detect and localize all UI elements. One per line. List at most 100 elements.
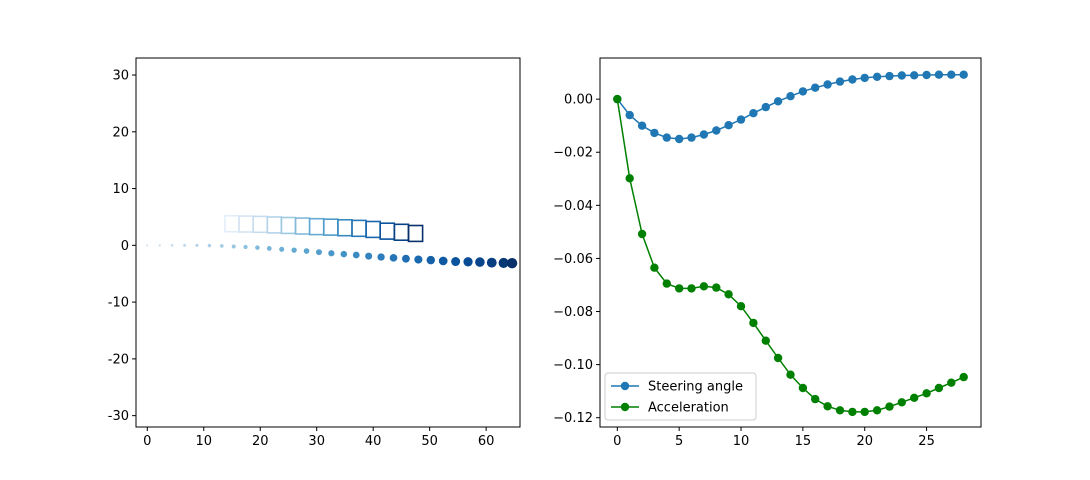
legend-frame bbox=[604, 372, 757, 421]
x-tick-label: 10 bbox=[195, 434, 212, 449]
series-point-1 bbox=[860, 407, 869, 417]
series-point-0 bbox=[835, 77, 845, 86]
trajectory-point bbox=[475, 257, 485, 267]
y-tick-label: 0.00 bbox=[564, 93, 593, 108]
series-point-0 bbox=[712, 126, 721, 135]
controls-plot: 0 5 10 15 20 25 0.00 −0.02 −0.04 −0.06 −0.08 −0.10 −… bbox=[553, 57, 982, 449]
legend-marker bbox=[620, 381, 630, 391]
series-point-0 bbox=[637, 121, 647, 130]
y-tick-label: 20 bbox=[112, 125, 129, 140]
series-point-1 bbox=[811, 394, 820, 404]
series-point-1 bbox=[712, 283, 721, 292]
series-point-1 bbox=[897, 398, 906, 407]
trajectory-point bbox=[389, 254, 398, 262]
y-tick-label: −0.10 bbox=[553, 358, 593, 373]
legend-marker bbox=[620, 402, 630, 412]
legend-label: Acceleration bbox=[648, 401, 729, 416]
series-point-0 bbox=[848, 75, 857, 84]
trajectory-point bbox=[498, 257, 509, 268]
trajectory-point bbox=[463, 257, 473, 267]
trajectory-point bbox=[316, 249, 322, 256]
x-tick-label: 15 bbox=[795, 434, 812, 449]
series-point-1 bbox=[662, 279, 671, 288]
series-point-1 bbox=[823, 402, 832, 411]
trajectory-point bbox=[451, 257, 461, 267]
series-point-1 bbox=[885, 402, 894, 411]
series-point-0 bbox=[699, 130, 709, 139]
trajectory-point bbox=[231, 244, 236, 249]
trajectory-point bbox=[279, 246, 285, 252]
series-point-0 bbox=[761, 102, 770, 112]
trajectory-point bbox=[303, 248, 310, 254]
y-tick-label: −0.08 bbox=[553, 305, 593, 320]
series-point-0 bbox=[675, 134, 684, 144]
trajectory-point bbox=[328, 250, 335, 257]
series-point-1 bbox=[848, 407, 857, 417]
series-point-1 bbox=[613, 94, 622, 104]
trajectory-point bbox=[207, 243, 212, 248]
series-point-0 bbox=[947, 70, 956, 79]
x-tick-label: 5 bbox=[675, 434, 683, 449]
trajectory-point bbox=[401, 254, 410, 263]
series-point-1 bbox=[724, 290, 733, 299]
vehicle-box bbox=[407, 224, 424, 243]
x-tick-label: 20 bbox=[252, 434, 269, 449]
trajectory-point bbox=[243, 244, 248, 250]
x-tick-label: 40 bbox=[365, 434, 382, 449]
series-point-1 bbox=[786, 370, 795, 379]
trajectory-point bbox=[291, 247, 297, 253]
series-point-1 bbox=[934, 383, 944, 393]
y-tick-label: 10 bbox=[112, 182, 129, 197]
series-point-1 bbox=[910, 393, 919, 402]
trajectory-point bbox=[506, 258, 518, 269]
series-point-0 bbox=[625, 110, 634, 120]
series-point-1 bbox=[947, 378, 956, 387]
trajectory-point bbox=[158, 244, 161, 247]
series-point-0 bbox=[662, 133, 671, 142]
series-point-0 bbox=[687, 133, 696, 142]
trajectory-point bbox=[352, 251, 360, 259]
series-point-1 bbox=[699, 282, 709, 291]
y-tick-label: -10 bbox=[108, 296, 129, 311]
x-tick-label: 0 bbox=[613, 434, 621, 449]
series-point-0 bbox=[798, 87, 808, 96]
series-point-1 bbox=[761, 336, 770, 345]
series-point-1 bbox=[736, 302, 746, 311]
y-tick-label: −0.06 bbox=[553, 252, 593, 267]
series-point-1 bbox=[922, 389, 931, 398]
series-point-1 bbox=[798, 383, 808, 393]
y-tick-label: −0.04 bbox=[553, 199, 593, 214]
x-tick-label: 60 bbox=[478, 434, 495, 449]
series-point-0 bbox=[811, 83, 820, 92]
series-point-0 bbox=[897, 71, 906, 80]
series-point-0 bbox=[786, 92, 795, 101]
trajectory-point bbox=[426, 255, 435, 265]
y-tick-label: -30 bbox=[108, 409, 129, 424]
series-point-1 bbox=[675, 284, 684, 293]
trajectory-point bbox=[377, 253, 385, 261]
series-point-0 bbox=[773, 97, 783, 106]
plot-frame bbox=[135, 57, 521, 428]
x-tick-label: 0 bbox=[143, 434, 151, 449]
plot-frame bbox=[599, 57, 982, 428]
series-point-1 bbox=[637, 229, 647, 239]
trajectory-point bbox=[146, 244, 149, 247]
series-point-0 bbox=[724, 121, 733, 130]
trajectory-point bbox=[219, 244, 224, 248]
series-point-0 bbox=[922, 70, 931, 80]
y-tick-label: 30 bbox=[112, 69, 129, 84]
trajectory-point bbox=[255, 245, 260, 250]
series-point-0 bbox=[749, 109, 758, 118]
trajectory-point bbox=[365, 252, 373, 260]
series-point-1 bbox=[687, 284, 696, 293]
x-tick-label: 50 bbox=[421, 434, 438, 449]
series-point-0 bbox=[650, 128, 659, 138]
series-point-1 bbox=[835, 406, 845, 415]
trajectory-plot: 0 10 20 30 40 50 60 -30 -20 -10 0 10 20 30 bbox=[108, 57, 521, 449]
series-point-0 bbox=[885, 71, 894, 81]
trajectory-point bbox=[438, 256, 448, 266]
series-point-0 bbox=[823, 80, 832, 89]
x-tick-label: 25 bbox=[918, 434, 935, 449]
x-tick-label: 30 bbox=[308, 434, 325, 449]
